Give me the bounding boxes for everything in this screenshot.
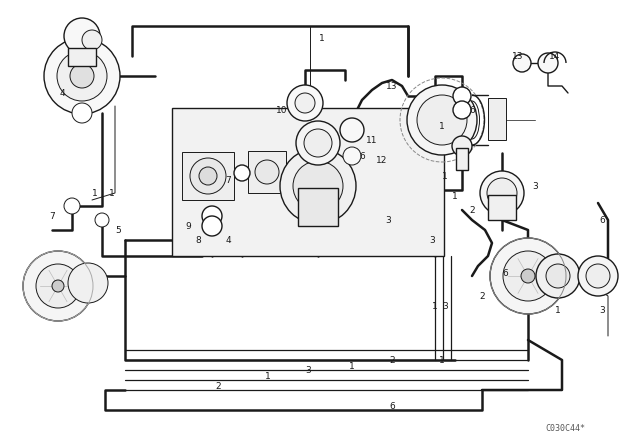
Text: 6: 6 xyxy=(469,105,475,115)
Circle shape xyxy=(513,54,531,72)
Text: 1: 1 xyxy=(265,371,271,380)
Bar xyxy=(172,108,444,256)
Circle shape xyxy=(68,263,108,303)
Circle shape xyxy=(293,161,343,211)
Text: 1: 1 xyxy=(555,306,561,314)
Bar xyxy=(248,151,286,193)
Circle shape xyxy=(304,129,332,157)
Circle shape xyxy=(487,178,517,208)
Circle shape xyxy=(36,264,80,308)
Text: 3: 3 xyxy=(442,302,448,310)
Text: 14: 14 xyxy=(549,52,561,60)
Circle shape xyxy=(296,121,340,165)
Text: 6: 6 xyxy=(502,268,508,277)
Text: 4: 4 xyxy=(59,89,65,98)
Text: 6: 6 xyxy=(389,401,395,410)
Circle shape xyxy=(234,165,250,181)
Circle shape xyxy=(480,171,524,215)
Circle shape xyxy=(190,158,226,194)
Circle shape xyxy=(340,118,364,142)
Text: 1: 1 xyxy=(92,189,98,198)
Bar xyxy=(488,195,516,220)
Text: 5: 5 xyxy=(115,225,121,234)
Circle shape xyxy=(546,264,570,288)
Bar xyxy=(488,98,506,140)
Text: C030C44*: C030C44* xyxy=(545,423,585,432)
Text: 1: 1 xyxy=(319,34,325,43)
Text: 12: 12 xyxy=(376,155,388,164)
Text: 2: 2 xyxy=(469,206,475,215)
Text: 10: 10 xyxy=(276,105,288,115)
Circle shape xyxy=(295,93,315,113)
Circle shape xyxy=(453,101,471,119)
Text: 2: 2 xyxy=(479,292,485,301)
Circle shape xyxy=(70,64,94,88)
Circle shape xyxy=(199,167,217,185)
Circle shape xyxy=(521,269,535,283)
Circle shape xyxy=(57,51,107,101)
Circle shape xyxy=(503,251,553,301)
Text: 3: 3 xyxy=(385,215,391,224)
Text: 1: 1 xyxy=(439,121,445,130)
Circle shape xyxy=(407,85,477,155)
Text: 13: 13 xyxy=(512,52,524,60)
Circle shape xyxy=(453,87,471,105)
Circle shape xyxy=(586,264,610,288)
Circle shape xyxy=(95,213,109,227)
Text: 1: 1 xyxy=(439,356,445,365)
Text: 2: 2 xyxy=(215,382,221,391)
Circle shape xyxy=(536,254,580,298)
Text: 1: 1 xyxy=(442,172,448,181)
Circle shape xyxy=(23,251,93,321)
Text: 6: 6 xyxy=(599,215,605,224)
Circle shape xyxy=(255,160,279,184)
Circle shape xyxy=(343,147,361,165)
Circle shape xyxy=(64,18,100,54)
Text: 6: 6 xyxy=(359,151,365,160)
Text: 9: 9 xyxy=(185,221,191,231)
Circle shape xyxy=(538,53,558,73)
Text: 7: 7 xyxy=(49,211,55,220)
Bar xyxy=(182,152,234,200)
Circle shape xyxy=(52,280,64,292)
Text: 7: 7 xyxy=(225,176,231,185)
Bar xyxy=(456,148,468,170)
Circle shape xyxy=(44,38,120,114)
Circle shape xyxy=(417,95,467,145)
Text: 3: 3 xyxy=(532,181,538,190)
Circle shape xyxy=(202,216,222,236)
Text: 3: 3 xyxy=(429,236,435,245)
Circle shape xyxy=(72,103,92,123)
Bar xyxy=(68,48,96,66)
Text: 3: 3 xyxy=(599,306,605,314)
Text: 3: 3 xyxy=(305,366,311,375)
Circle shape xyxy=(287,85,323,121)
Text: 1: 1 xyxy=(109,189,115,198)
Circle shape xyxy=(452,136,472,156)
Text: 8: 8 xyxy=(195,236,201,245)
Circle shape xyxy=(82,30,102,50)
Circle shape xyxy=(280,148,356,224)
Text: 1: 1 xyxy=(432,302,438,310)
Circle shape xyxy=(490,238,566,314)
Text: 11: 11 xyxy=(366,135,378,145)
Circle shape xyxy=(64,198,80,214)
Text: 1: 1 xyxy=(349,362,355,370)
Text: 2: 2 xyxy=(389,356,395,365)
Bar xyxy=(298,188,338,226)
Circle shape xyxy=(202,206,222,226)
Text: 4: 4 xyxy=(225,236,231,245)
Text: 13: 13 xyxy=(387,82,397,90)
Circle shape xyxy=(578,256,618,296)
Text: 1: 1 xyxy=(452,191,458,201)
